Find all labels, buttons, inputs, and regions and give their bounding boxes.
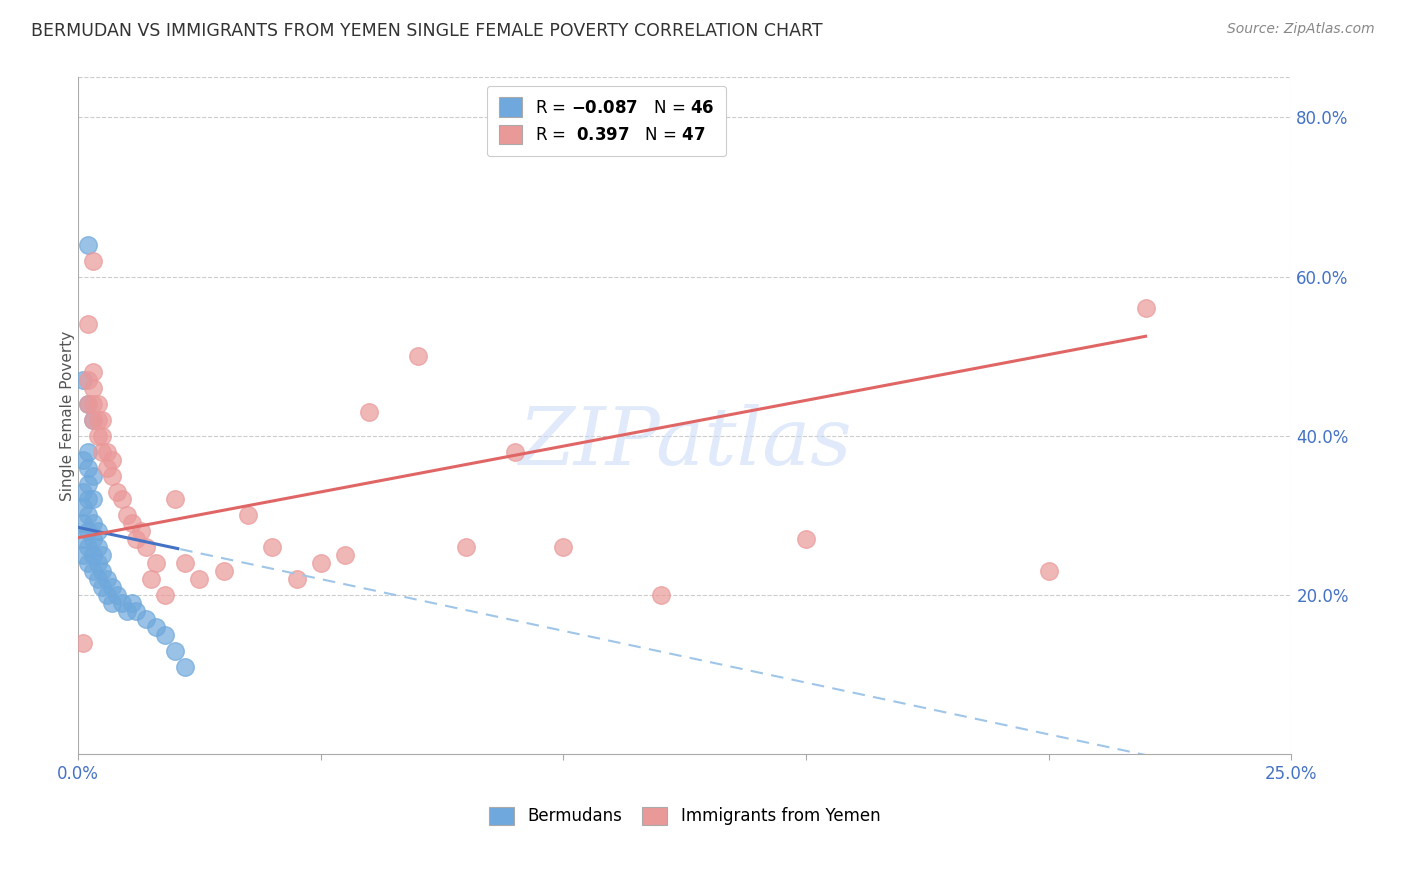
Point (503, 444, 526, 458)
Point (72, 452, 94, 467)
Point (91, 580, 114, 594)
Point (76, 397, 98, 411)
Point (72, 533, 94, 547)
Point (135, 612, 157, 626)
Point (76, 460, 98, 475)
Point (794, 533, 817, 547)
Point (91, 429, 114, 443)
Point (333, 548, 356, 562)
Point (76, 508, 98, 523)
Y-axis label: Single Female Poverty: Single Female Poverty (59, 331, 75, 501)
Point (155, 628, 177, 642)
Point (101, 468, 124, 483)
Point (121, 596, 143, 610)
Point (139, 572, 162, 586)
Point (86, 541, 108, 555)
Point (82, 381, 104, 395)
Point (72, 500, 94, 515)
Point (82, 516, 104, 531)
Point (96, 444, 118, 458)
Point (82, 365, 104, 379)
Point (76, 541, 98, 555)
Point (76, 556, 98, 570)
Point (82, 492, 104, 507)
Point (86, 556, 108, 570)
Point (553, 541, 575, 555)
Point (165, 644, 187, 658)
Point (111, 492, 134, 507)
Point (76, 397, 98, 411)
Point (135, 541, 157, 555)
Point (101, 452, 124, 467)
Point (76, 444, 98, 458)
Point (1038, 564, 1060, 578)
Point (86, 572, 108, 586)
Point (72, 484, 94, 499)
Point (359, 405, 381, 419)
Point (285, 572, 308, 586)
Point (115, 508, 138, 523)
Point (82, 533, 104, 547)
Point (76, 318, 98, 332)
Point (105, 588, 128, 602)
Point (174, 556, 197, 570)
Point (1135, 301, 1157, 316)
Point (155, 588, 177, 602)
Point (212, 564, 235, 578)
Point (111, 596, 134, 610)
Point (96, 588, 118, 602)
Point (174, 659, 197, 673)
Point (76, 492, 98, 507)
Point (125, 604, 148, 618)
Point (72, 516, 94, 531)
Point (129, 524, 152, 539)
Text: BERMUDAN VS IMMIGRANTS FROM YEMEN SINGLE FEMALE POVERTY CORRELATION CHART: BERMUDAN VS IMMIGRANTS FROM YEMEN SINGLE… (31, 22, 823, 40)
Point (125, 533, 148, 547)
Point (86, 413, 108, 427)
Point (86, 429, 108, 443)
Point (91, 444, 114, 458)
Point (101, 580, 124, 594)
Point (650, 588, 672, 602)
Point (82, 564, 104, 578)
Point (91, 548, 114, 562)
Point (86, 524, 108, 539)
Point (86, 397, 108, 411)
Point (236, 508, 259, 523)
Point (121, 516, 143, 531)
Point (72, 636, 94, 650)
Point (188, 572, 211, 586)
Text: Source: ZipAtlas.com: Source: ZipAtlas.com (1227, 22, 1375, 37)
Point (309, 556, 332, 570)
Point (76, 476, 98, 491)
Point (105, 484, 128, 499)
Point (101, 596, 124, 610)
Point (82, 413, 104, 427)
Point (82, 548, 104, 562)
Point (456, 541, 478, 555)
Text: ZIPatlas: ZIPatlas (517, 404, 852, 482)
Point (72, 548, 94, 562)
Legend: Bermudans, Immigrants from Yemen: Bermudans, Immigrants from Yemen (482, 800, 887, 832)
Point (91, 413, 114, 427)
Point (96, 460, 118, 475)
Point (76, 524, 98, 539)
Point (145, 556, 167, 570)
Point (145, 620, 167, 634)
Point (96, 572, 118, 586)
Point (76, 237, 98, 252)
Point (82, 397, 104, 411)
Point (91, 564, 114, 578)
Point (262, 541, 284, 555)
Point (115, 604, 138, 618)
Point (82, 413, 104, 427)
Point (165, 492, 187, 507)
Point (82, 253, 104, 268)
Point (76, 373, 98, 387)
Point (82, 468, 104, 483)
Point (406, 349, 429, 363)
Point (72, 373, 94, 387)
